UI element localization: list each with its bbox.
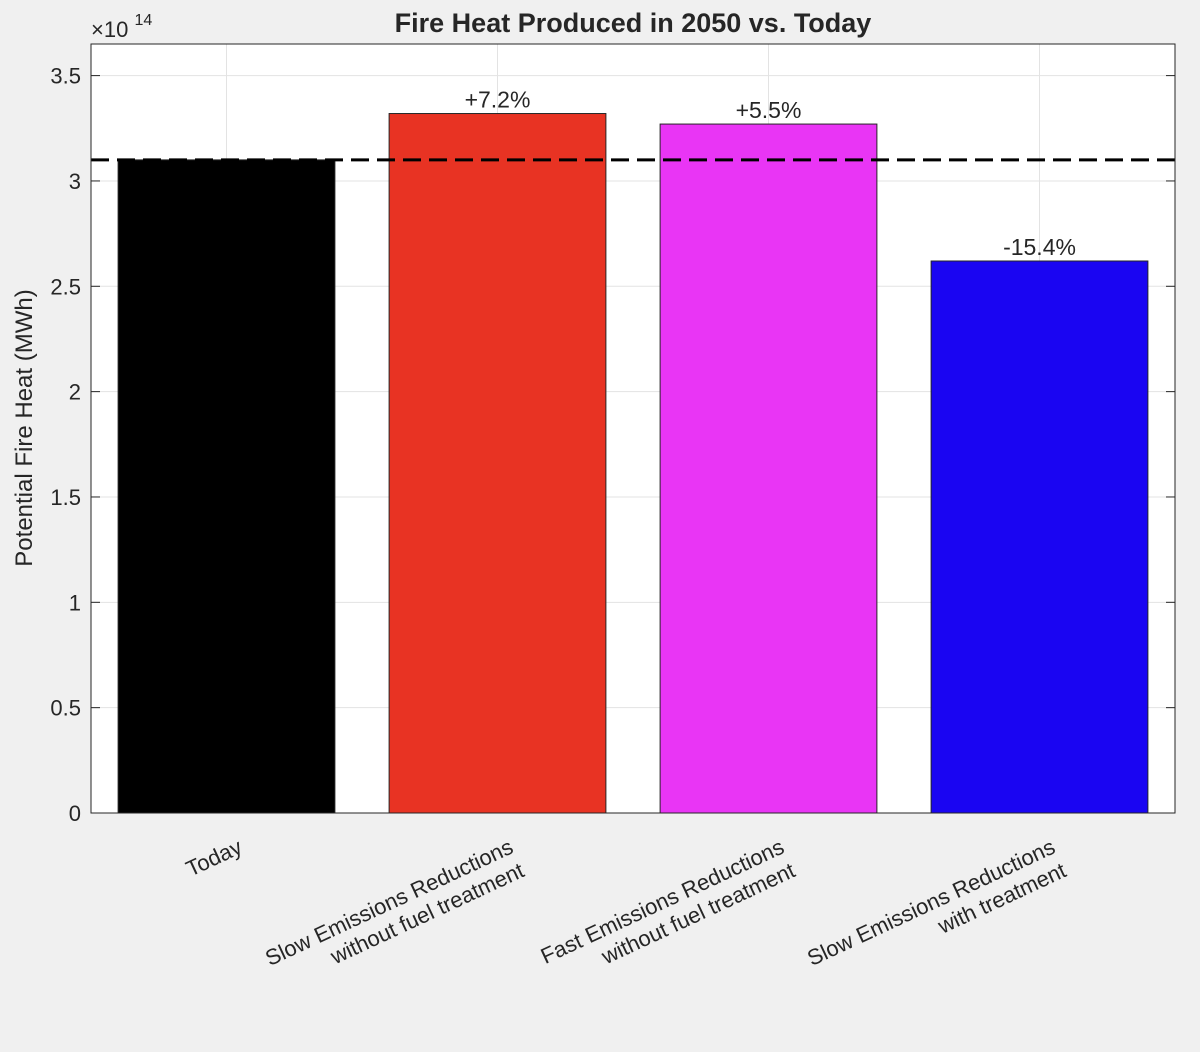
y-tick-label: 1 (69, 590, 81, 615)
bar (659, 123, 878, 814)
bar-value-label: +5.5% (736, 97, 802, 123)
y-multiplier-exponent: 14 (134, 12, 152, 29)
bar (117, 159, 336, 814)
y-tick-label: 3.5 (50, 64, 81, 89)
y-axis-label: Potential Fire Heat (MWh) (11, 289, 38, 566)
y-multiplier: ×10 14 (91, 12, 152, 42)
x-category-label: Today (182, 834, 246, 881)
x-category-label-line: Today (182, 834, 246, 881)
y-tick-label: 0.5 (50, 696, 81, 721)
y-tick-label: 1.5 (50, 485, 81, 510)
bar-value-label: +7.2% (465, 87, 531, 113)
bar-value-label: -15.4% (1003, 234, 1076, 260)
chart-title: Fire Heat Produced in 2050 vs. Today (395, 8, 872, 38)
y-tick-label: 0 (69, 801, 81, 826)
plot-frame (90, 43, 1176, 814)
y-tick-label: 3 (69, 169, 81, 194)
bar (388, 113, 607, 814)
bar-labels: +7.2% +5.5% -15.4% (465, 87, 1076, 260)
bar (930, 260, 1149, 814)
y-multiplier-base: ×10 (91, 17, 128, 42)
y-tick-label: 2.5 (50, 274, 81, 299)
y-axis-ticks: 0 0.5 1 1.5 2 2.5 3 3.5 (50, 64, 1175, 826)
y-tick-label: 2 (69, 380, 81, 405)
